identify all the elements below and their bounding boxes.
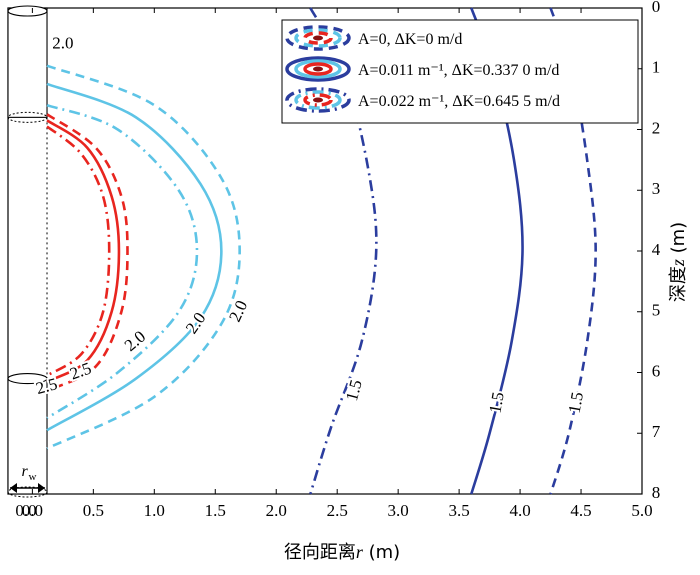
x-tick-label-0: 0.0 <box>15 501 36 520</box>
legend-label-2: A=0.022 m⁻¹, ΔK=0.645 5 m/d <box>358 93 560 110</box>
contour-label-8: 1.5 <box>565 390 587 414</box>
y-tick-label-1: 1 <box>652 58 661 77</box>
contour-line-2-solid-3 <box>46 82 223 432</box>
legend-ring-0 <box>285 25 351 51</box>
y-axis-label-main: 深度 <box>668 266 689 303</box>
legend-ring-1 <box>294 90 342 110</box>
y-tick-label-6: 6 <box>652 361 661 380</box>
well-radius-label: r <box>22 463 29 480</box>
wellbore-top-ellipse <box>7 5 48 17</box>
y-tick-label-4: 4 <box>652 240 661 259</box>
legend-core <box>313 35 323 41</box>
contour-line-2-dashdot-5 <box>46 103 199 420</box>
legend-icon-dashdot <box>285 87 351 113</box>
legend: A=0, ΔK=0 m/d A=0.011 m⁻¹, ΔK=0.337 0 m/d… <box>281 19 639 124</box>
well-radius-arrowhead-right <box>38 483 46 493</box>
wellbore-upper-casing <box>7 7 48 118</box>
legend-ring-2 <box>303 31 333 45</box>
legend-core <box>313 66 323 72</box>
x-tick-label-7: 3.0 <box>388 501 409 520</box>
legend-label-1: A=0.011 m⁻¹, ΔK=0.337 0 m/d <box>358 62 559 79</box>
x-tick-label-5: 2.0 <box>266 501 287 520</box>
legend-core <box>313 97 323 103</box>
wellbore-screen-bottom <box>7 373 48 385</box>
contour-label-7: 1.5 <box>485 390 507 414</box>
y-axis-label-var: z <box>668 259 688 267</box>
contour-line-2.5-dashdot-2 <box>46 125 111 377</box>
wellbore-lower-casing <box>7 378 48 495</box>
legend-label-0: A=0, ΔK=0 m/d <box>358 31 462 48</box>
legend-icon-dashed <box>285 25 351 51</box>
y-tick-label-0: 0 <box>652 0 661 16</box>
contour-line-2.5-solid-0 <box>46 119 121 383</box>
legend-ring-0 <box>285 87 351 113</box>
legend-icon-solid <box>285 56 351 82</box>
legend-ring-2 <box>303 62 333 76</box>
x-tick-label-11: 5.0 <box>631 501 652 520</box>
x-axis-label-main: 径向距离 <box>283 542 356 563</box>
y-axis-label: 深度z (m) <box>664 152 690 372</box>
y-axis-label-unit: (m) <box>668 221 689 260</box>
x-axis-label-unit: (m) <box>362 542 401 563</box>
x-tick-label-6: 2.5 <box>327 501 348 520</box>
x-tick-label-1: 0.0 <box>22 501 43 520</box>
legend-ring-1 <box>294 28 342 48</box>
x-tick-label-8: 3.5 <box>448 501 469 520</box>
y-tick-label-3: 3 <box>652 179 661 198</box>
x-tick-label-3: 1.0 <box>144 501 165 520</box>
x-tick-label-10: 4.5 <box>570 501 591 520</box>
contour-line-2-dashed-4 <box>46 64 241 450</box>
y-tick-label-8: 8 <box>652 483 661 502</box>
x-axis-label: 径向距离r (m) <box>262 538 422 564</box>
y-tick-label-5: 5 <box>652 301 661 320</box>
wellbore-bottom-ellipse <box>7 486 48 498</box>
contour-line-2.5-dashed-1 <box>46 113 129 392</box>
legend-ring-2 <box>303 93 333 107</box>
y-tick-label-7: 7 <box>652 422 661 441</box>
x-axis-label-var: r <box>355 542 363 562</box>
x-tick-label-4: 1.5 <box>205 501 226 520</box>
legend-ring-1 <box>294 59 342 79</box>
x-tick-label-2: 0.5 <box>83 501 104 520</box>
well-radius-subscript: w <box>29 471 37 483</box>
y-tick-label-2: 2 <box>652 118 661 137</box>
contour-label-0: 2.0 <box>52 33 73 52</box>
x-tick-label-9: 4.0 <box>509 501 530 520</box>
legend-ring-0 <box>285 56 351 82</box>
well-radius-arrowhead-left <box>10 483 17 493</box>
